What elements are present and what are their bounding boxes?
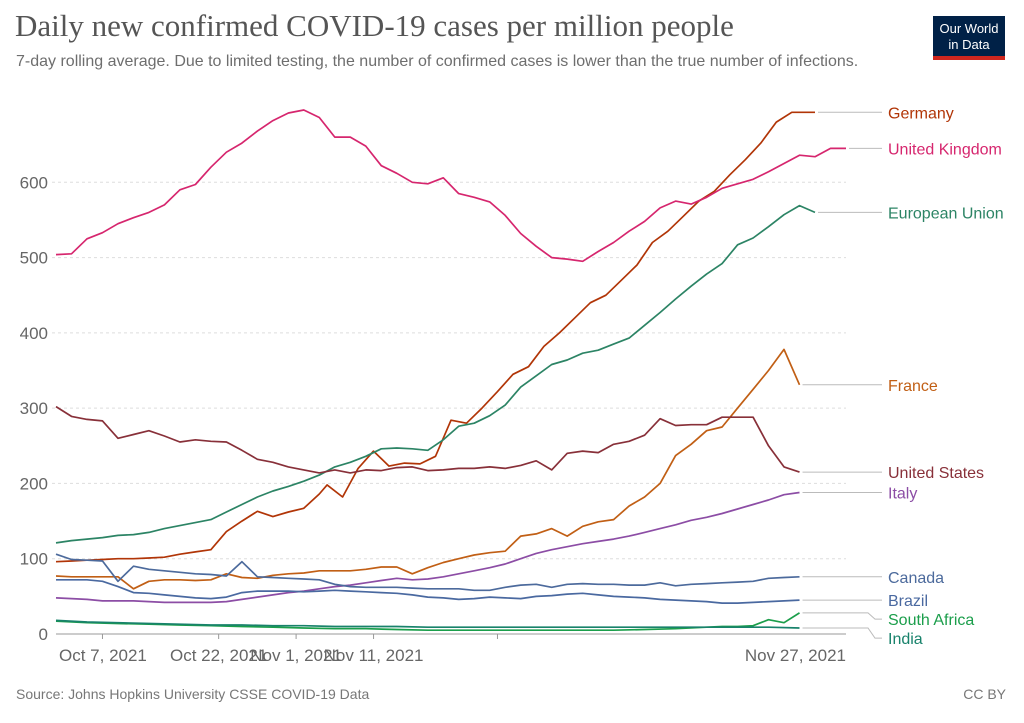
owid-logo[interactable]: Our World in Data — [933, 16, 1005, 60]
logo-line-2: in Data — [948, 37, 990, 52]
x-tick-label: Nov 11, 2021 — [324, 646, 424, 665]
logo-line-1: Our World — [939, 21, 999, 36]
series-label: France — [888, 378, 938, 395]
series-line-european-union — [55, 204, 816, 544]
x-tick-label: Nov 1, 2021 — [250, 646, 342, 665]
y-tick-label: 200 — [20, 474, 48, 493]
y-tick-label: 600 — [20, 173, 48, 192]
series-line-germany — [55, 111, 815, 563]
series-line-united-states — [55, 405, 800, 474]
y-tick-label: 0 — [39, 625, 48, 644]
label-connector — [802, 612, 882, 620]
series-label: Canada — [888, 570, 944, 587]
x-tick-label: Oct 7, 2021 — [59, 646, 147, 665]
x-tick-label: Oct 22, 2021 — [170, 646, 267, 665]
series-label: United States — [888, 465, 984, 482]
series-label: European Union — [888, 205, 1004, 222]
license-label[interactable]: CC BY — [963, 686, 1006, 702]
series-label: India — [888, 631, 923, 648]
series-label: United Kingdom — [888, 141, 1002, 158]
series-line-brazil — [56, 578, 800, 604]
chart-title: Daily new confirmed COVID-19 cases per m… — [15, 8, 734, 43]
y-tick-label: 500 — [20, 249, 48, 268]
series-line-italy — [55, 491, 800, 604]
series-label: Italy — [888, 485, 917, 502]
y-tick-label: 300 — [20, 399, 48, 418]
y-tick-label: 400 — [20, 324, 48, 343]
chart-subtitle: 7-day rolling average. Due to limited te… — [16, 53, 859, 70]
series-line-canada — [55, 553, 800, 592]
series-label: Brazil — [888, 593, 928, 610]
series-label: Germany — [888, 105, 954, 122]
series-line-india — [55, 619, 800, 629]
label-connector — [802, 627, 882, 639]
x-tick-label: Nov 27, 2021 — [745, 646, 846, 665]
series-label: South Africa — [888, 612, 974, 629]
series-line-france — [55, 348, 801, 590]
source-note[interactable]: Source: Johns Hopkins University CSSE CO… — [16, 686, 370, 702]
series-line-united-kingdom — [55, 109, 846, 263]
y-tick-label: 100 — [20, 550, 48, 569]
